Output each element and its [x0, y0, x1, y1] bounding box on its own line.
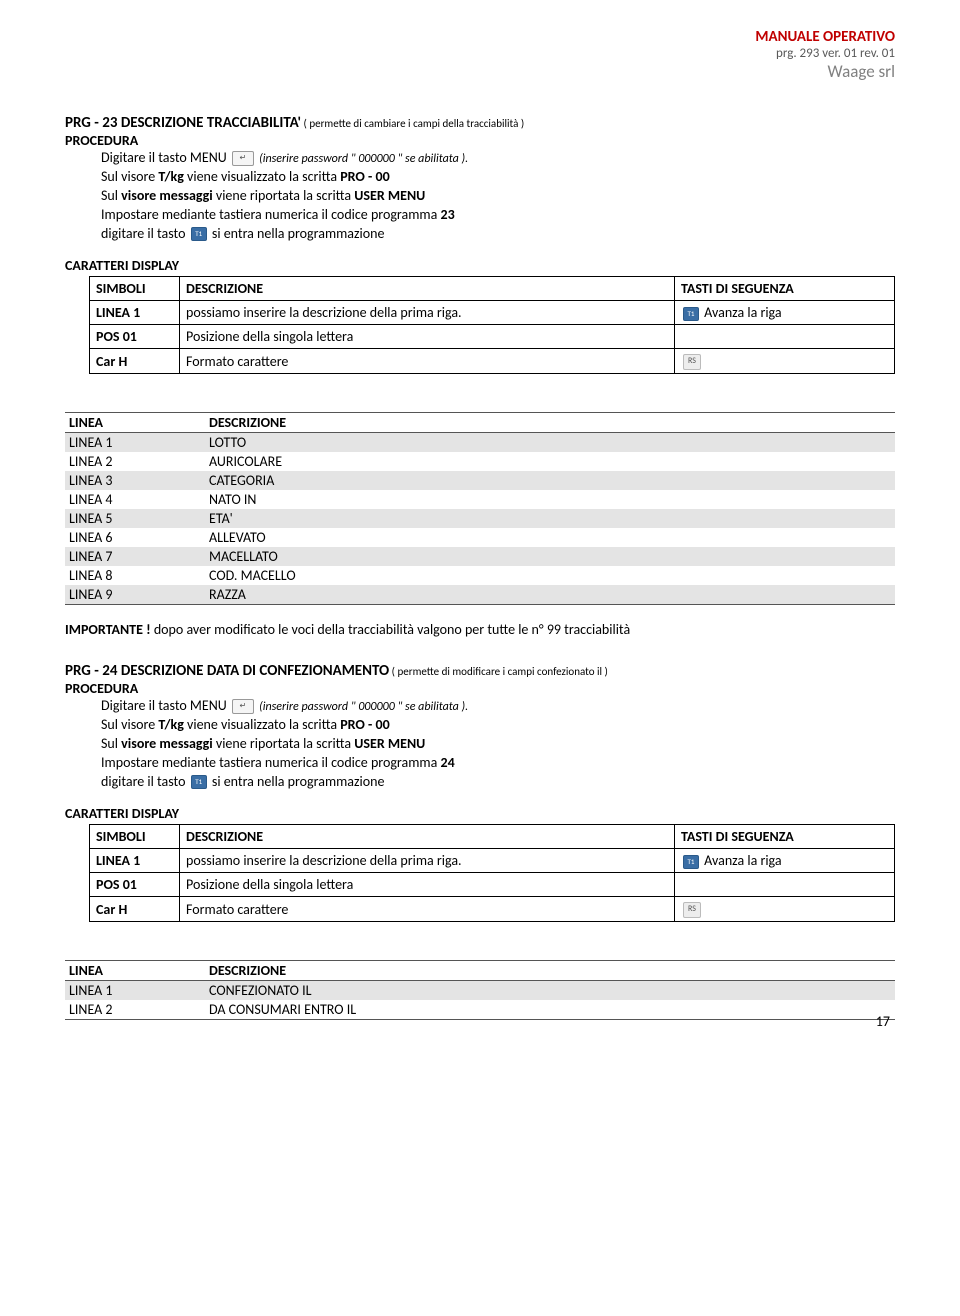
t1-key-icon: T1: [191, 775, 207, 789]
header-title: MANUALE OPERATIVO: [65, 28, 895, 46]
prg23-menu-prefix: Digitare il tasto MENU: [101, 149, 230, 166]
header-sub: prg. 293 ver. 01 rev. 01: [65, 46, 895, 61]
page-number: 17: [876, 1013, 890, 1030]
display1-col-tasti: TASTI DI SEGUENZA: [675, 277, 895, 301]
table-row: Car H Formato carattere RS: [90, 897, 895, 922]
prg23-line1: Sul visore T/kg viene visualizzato la sc…: [101, 168, 895, 187]
table-row: LINEA 6ALLEVATO: [65, 528, 895, 547]
prg23-menu-line: Digitare il tasto MENU ↵ (inserire passw…: [101, 149, 895, 168]
prg23-line4: digitare il tasto T1 si entra nella prog…: [101, 225, 895, 244]
t1-key-icon: T1: [683, 855, 699, 869]
enter-key-icon: ↵: [232, 699, 254, 714]
zebra1-table: LINEA DESCRIZIONE LINEA 1LOTTO LINEA 2AU…: [65, 412, 895, 605]
table-row: LINEA 9RAZZA: [65, 585, 895, 605]
zebra1-head: LINEA DESCRIZIONE: [65, 413, 895, 433]
display2-col-descrizione: DESCRIZIONE: [180, 825, 675, 849]
importante-label: IMPORTANTE !: [65, 621, 151, 638]
t1-key-icon: T1: [683, 307, 699, 321]
prg24-line1: Sul visore T/kg viene visualizzato la sc…: [101, 716, 895, 735]
table-row: LINEA 4NATO IN: [65, 490, 895, 509]
display2-heading: CARATTERI DISPLAY: [65, 805, 895, 822]
prg24-line4: digitare il tasto T1 si entra nella prog…: [101, 773, 895, 792]
t1-key-icon: T1: [191, 227, 207, 241]
display2-table: SIMBOLI DESCRIZIONE TASTI DI SEGUENZA LI…: [89, 824, 895, 922]
prg23-line2: Sul visore messaggi viene riportata la s…: [101, 187, 895, 206]
prg24-title-main: PRG - 24 DESCRIZIONE DATA DI CONFEZIONAM…: [65, 662, 389, 680]
table-row: POS 01 Posizione della singola lettera: [90, 325, 895, 349]
table-row: LINEA 7MACELLATO: [65, 547, 895, 566]
prg24-line3: Impostare mediante tastiera numerica il …: [101, 754, 895, 773]
prg24-title-note: ( permette di modificare i campi confezi…: [389, 665, 608, 678]
prg23-procedure-body: Digitare il tasto MENU ↵ (inserire passw…: [65, 149, 895, 243]
rs-key-icon: RS: [683, 354, 701, 370]
rs-key-icon: RS: [683, 902, 701, 918]
display1-table: SIMBOLI DESCRIZIONE TASTI DI SEGUENZA LI…: [89, 276, 895, 374]
table-row: LINEA 5ETA': [65, 509, 895, 528]
zebra2-head: LINEA DESCRIZIONE: [65, 961, 895, 981]
table-row: LINEA 1CONFEZIONATO IL: [65, 981, 895, 1001]
prg23-proc-label: PROCEDURA: [65, 132, 895, 149]
prg23-menu-hint: (inserire password " 000000 " se abilita…: [259, 152, 468, 166]
prg24-menu-hint: (inserire password " 000000 " se abilita…: [259, 700, 468, 714]
display2-header-row: SIMBOLI DESCRIZIONE TASTI DI SEGUENZA: [90, 825, 895, 849]
table-row: LINEA 3CATEGORIA: [65, 471, 895, 490]
display1-col-descrizione: DESCRIZIONE: [180, 277, 675, 301]
prg23-title-note: ( permette di cambiare i campi della tra…: [301, 117, 524, 130]
display2-col-tasti: TASTI DI SEGUENZA: [675, 825, 895, 849]
display2-col-simboli: SIMBOLI: [90, 825, 180, 849]
table-row: Car H Formato carattere RS: [90, 349, 895, 374]
table-row: LINEA 2DA CONSUMARI ENTRO IL: [65, 1000, 895, 1020]
enter-key-icon: ↵: [232, 151, 254, 166]
display1-heading: CARATTERI DISPLAY: [65, 257, 895, 274]
prg23-line3: Impostare mediante tastiera numerica il …: [101, 206, 895, 225]
prg24-menu-line: Digitare il tasto MENU ↵ (inserire passw…: [101, 697, 895, 716]
importante-line: IMPORTANTE ! dopo aver modificato le voc…: [65, 621, 895, 640]
table-row: LINEA 1 possiamo inserire la descrizione…: [90, 849, 895, 873]
table-row: LINEA 8COD. MACELLO: [65, 566, 895, 585]
prg23-title-main: PRG - 23 DESCRIZIONE TRACCIABILITA': [65, 114, 301, 132]
zebra2-table: LINEA DESCRIZIONE LINEA 1CONFEZIONATO IL…: [65, 960, 895, 1020]
header-company: Waage srl: [65, 61, 895, 82]
table-row: LINEA 1 possiamo inserire la descrizione…: [90, 301, 895, 325]
table-row: POS 01 Posizione della singola lettera: [90, 873, 895, 897]
prg24-title: PRG - 24 DESCRIZIONE DATA DI CONFEZIONAM…: [65, 662, 895, 680]
table-row: LINEA 2AURICOLARE: [65, 452, 895, 471]
page-header: MANUALE OPERATIVO prg. 293 ver. 01 rev. …: [65, 28, 895, 82]
prg24-menu-prefix: Digitare il tasto MENU: [101, 697, 230, 714]
prg24-procedure-body: Digitare il tasto MENU ↵ (inserire passw…: [65, 697, 895, 791]
display1-header-row: SIMBOLI DESCRIZIONE TASTI DI SEGUENZA: [90, 277, 895, 301]
display1-col-simboli: SIMBOLI: [90, 277, 180, 301]
prg23-title: PRG - 23 DESCRIZIONE TRACCIABILITA' ( pe…: [65, 114, 895, 132]
table-row: LINEA 1LOTTO: [65, 433, 895, 453]
importante-text: dopo aver modificato le voci della tracc…: [151, 621, 631, 638]
prg24-proc-label: PROCEDURA: [65, 680, 895, 697]
prg24-line2: Sul visore messaggi viene riportata la s…: [101, 735, 895, 754]
